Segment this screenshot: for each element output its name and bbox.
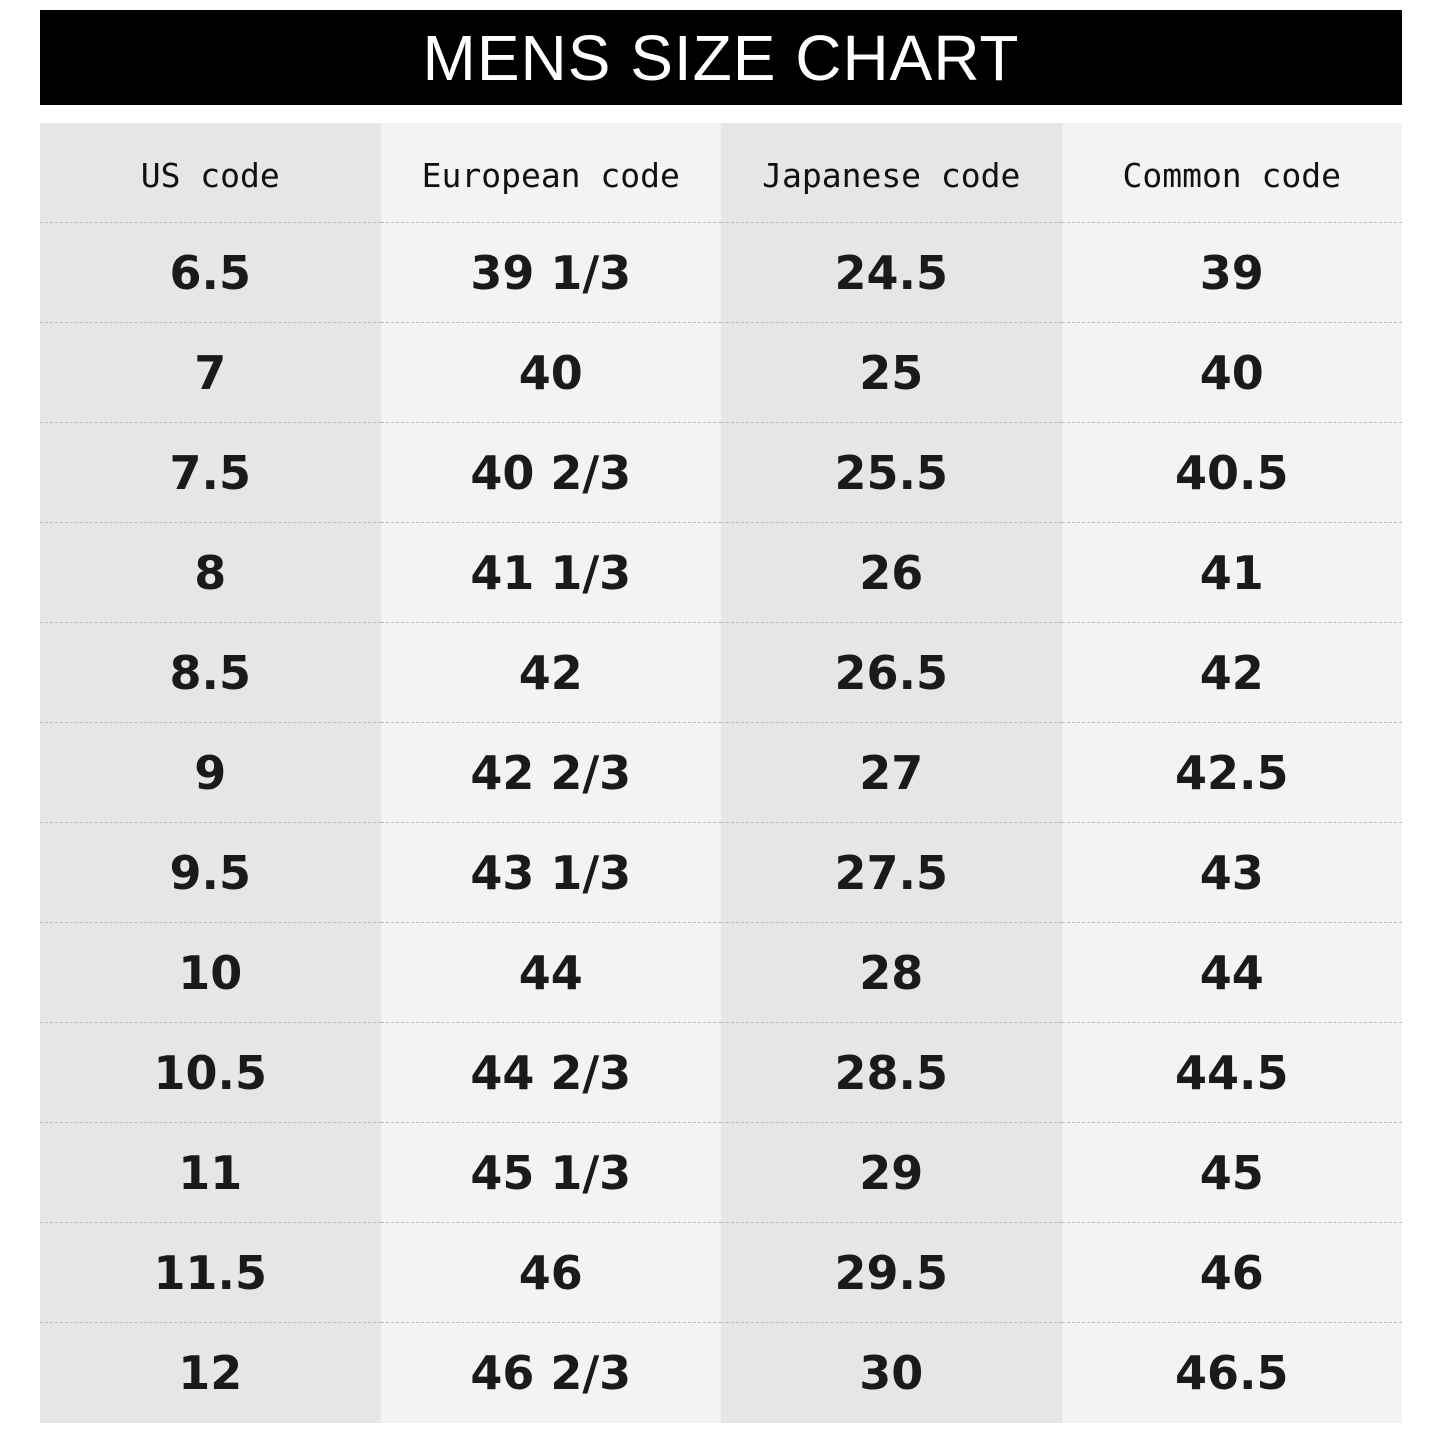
table-cell: 46 2/3	[380, 1322, 721, 1422]
size-table: US code 6.5 7 7.5 8 8.5 9 9.5 10 10.5 11 11.5 12 Euro…	[40, 123, 1402, 1423]
table-cell: 30	[721, 1322, 1062, 1422]
table-cell: 45	[1061, 1122, 1402, 1222]
table-column: US code 6.5 7 7.5 8 8.5 9 9.5 10 10.5 11 11.5 12	[40, 123, 381, 1423]
table-cell: 8.5	[40, 622, 381, 722]
table-cell: 46.5	[1061, 1322, 1402, 1422]
table-cell: 8	[40, 522, 381, 622]
table-cell: 39	[1061, 222, 1402, 322]
table-cell: 10	[40, 922, 381, 1022]
table-cell: 46	[1061, 1222, 1402, 1322]
table-cell: 40	[1061, 322, 1402, 422]
table-cell: 44.5	[1061, 1022, 1402, 1122]
table-cell: 7	[40, 322, 381, 422]
table-column: Japanese code 24.5 25 25.5 26 26.5 27 27.5 28 28.…	[721, 123, 1062, 1423]
table-cell: 7.5	[40, 422, 381, 522]
table-column: Common code 39 40 40.5 41 42 42.5 43 44 44.5 45 46 4…	[1061, 123, 1402, 1423]
table-cell: 27.5	[721, 822, 1062, 922]
table-cell: 40.5	[1061, 422, 1402, 522]
table-cell: 44 2/3	[380, 1022, 721, 1122]
table-cell: 26	[721, 522, 1062, 622]
table-cell: 10.5	[40, 1022, 381, 1122]
table-cell: 42 2/3	[380, 722, 721, 822]
table-cell: 9.5	[40, 822, 381, 922]
column-header: Common code	[1122, 155, 1342, 195]
table-cell: 43 1/3	[380, 822, 721, 922]
table-cell: 12	[40, 1322, 381, 1422]
table-cell: 24.5	[721, 222, 1062, 322]
table-column: European code 39 1/3 40 40 2/3 41 1/3 42 42 2/…	[380, 123, 721, 1423]
table-cell: 6.5	[40, 222, 381, 322]
table-cell: 44	[1061, 922, 1402, 1022]
table-cell: 25	[721, 322, 1062, 422]
table-cell: 40	[380, 322, 721, 422]
table-cell: 42	[1061, 622, 1402, 722]
table-cell: 28	[721, 922, 1062, 1022]
table-cell: 26.5	[721, 622, 1062, 722]
table-cell: 46	[380, 1222, 721, 1322]
table-cell: 25.5	[721, 422, 1062, 522]
table-cell: 40 2/3	[380, 422, 721, 522]
table-cell: 41	[1061, 522, 1402, 622]
column-header: US code	[140, 155, 280, 195]
column-header: European code	[421, 155, 680, 195]
table-cell: 11	[40, 1122, 381, 1222]
column-header: Japanese code	[762, 155, 1021, 195]
table-cell: 29	[721, 1122, 1062, 1222]
table-cell: 43	[1061, 822, 1402, 922]
table-cell: 28.5	[721, 1022, 1062, 1122]
table-cell: 41 1/3	[380, 522, 721, 622]
page-title: MENS SIZE CHART	[40, 10, 1402, 105]
table-cell: 29.5	[721, 1222, 1062, 1322]
table-cell: 39 1/3	[380, 222, 721, 322]
table-cell: 11.5	[40, 1222, 381, 1322]
table-cell: 45 1/3	[380, 1122, 721, 1222]
table-cell: 42.5	[1061, 722, 1402, 822]
table-cell: 44	[380, 922, 721, 1022]
table-cell: 42	[380, 622, 721, 722]
table-cell: 9	[40, 722, 381, 822]
table-cell: 27	[721, 722, 1062, 822]
